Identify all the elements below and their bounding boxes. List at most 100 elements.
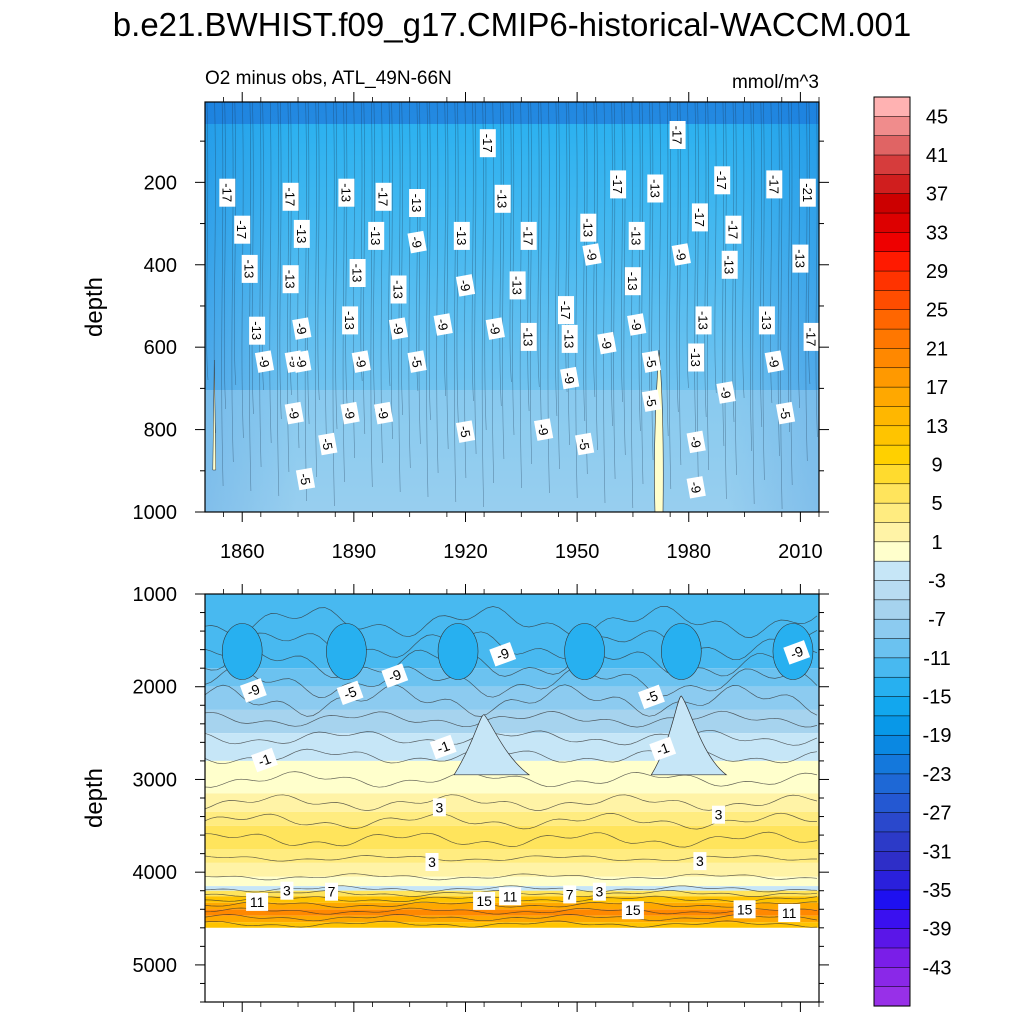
colorbar-swatch	[873, 734, 911, 756]
contour-label-box	[340, 401, 360, 425]
contour-label-text: -9	[375, 406, 392, 420]
contour-label: -1	[251, 747, 278, 773]
upper-contour-line	[583, 102, 586, 422]
contour-label-text: -1	[435, 737, 452, 756]
contour-label-box	[686, 430, 706, 454]
upper-contour-line	[787, 102, 790, 433]
colorbar-swatch	[873, 193, 911, 214]
colorbar-label: -23	[923, 764, 952, 786]
contour-label-text: -13	[629, 227, 644, 246]
contour-label-box	[725, 215, 742, 244]
upper-contour-line	[540, 102, 543, 441]
contour-label: -9	[340, 401, 360, 425]
colorbar-swatch	[873, 444, 911, 466]
contour-label-box	[624, 267, 641, 296]
upper-contour-line	[418, 102, 421, 445]
contour-label-text: -17	[804, 328, 819, 347]
colorbar-label: 33	[926, 222, 948, 244]
contour-label: -9	[407, 230, 427, 254]
contour-label-box	[479, 129, 496, 158]
contour-label: -13	[520, 322, 537, 351]
lower-contour-line	[205, 605, 818, 638]
contour-label-box	[733, 900, 756, 919]
contour-label-text: -9	[408, 235, 425, 249]
contour-label: 11	[246, 892, 269, 911]
y-tick-label: 600	[144, 337, 177, 359]
contour-label-box	[453, 221, 470, 250]
contour-label-text: -9	[687, 480, 704, 494]
figure-title: b.e21.BWHIST.f09_g17.CMIP6-historical-WA…	[113, 6, 911, 43]
contour-label: -9	[292, 350, 312, 373]
contour-label-text: -5	[297, 472, 314, 486]
contour-label: -13	[342, 306, 359, 335]
upper-contour-line	[613, 102, 616, 480]
upper-contour-line	[603, 102, 606, 504]
contour-label-text: -9	[293, 322, 310, 336]
contour-label-box	[499, 887, 522, 906]
colorbar-label: -39	[923, 919, 952, 941]
colorbar-swatch	[873, 676, 911, 698]
contour-label-text: -17	[521, 227, 536, 246]
contour-label-box	[407, 350, 427, 373]
colorbar-label: -3	[928, 571, 946, 593]
lower-contour-line	[205, 914, 818, 922]
upper-contour-line	[307, 102, 310, 425]
contour-label-box	[338, 178, 355, 207]
colorbar-swatch	[873, 928, 911, 949]
contour-label-box	[368, 221, 385, 250]
upper-contour-line	[436, 102, 439, 474]
contour-label: -17	[714, 166, 731, 195]
contour-label-box	[381, 663, 409, 688]
contour-label-text: -9	[765, 355, 782, 369]
contour-label: -9	[489, 642, 517, 667]
upper-contour-line	[610, 102, 613, 427]
contour-label-box	[778, 904, 801, 922]
upper-contour-line	[314, 102, 317, 478]
contour-label-text: -9	[486, 322, 503, 336]
colorbar-swatch	[873, 773, 911, 794]
contour-label-box	[714, 166, 731, 195]
contour-label-text: 3	[428, 854, 436, 870]
contour-label-text: -5	[342, 683, 359, 702]
contour-label: -5	[407, 350, 427, 373]
contour-label: 3	[592, 882, 606, 901]
contour-label: -9	[351, 350, 371, 373]
colorbar-swatch	[873, 541, 911, 562]
colorbar-label: 45	[926, 106, 948, 128]
upper-contour-line	[317, 102, 320, 401]
contour-label-box	[429, 734, 457, 760]
contour-label-text: 7	[328, 884, 336, 900]
contour-label: -13	[561, 324, 578, 353]
contour-label-text: -13	[625, 272, 640, 291]
contour-label-box	[485, 317, 505, 340]
upper-deep-region	[205, 390, 819, 512]
contour-label-box	[432, 798, 446, 817]
contour-label-box	[783, 640, 811, 665]
contour-label: -17	[520, 221, 537, 250]
contour-label: -9	[455, 274, 476, 297]
contour-label-text: -9	[390, 322, 407, 336]
colorbar-swatch	[873, 328, 911, 349]
contour-label-box	[241, 254, 258, 283]
x-tick-label: 1890	[332, 541, 377, 563]
contour-label: -9	[292, 317, 312, 340]
colorbar-swatch	[873, 715, 911, 736]
upper-contour-line	[623, 102, 626, 456]
contour-label: -9	[560, 366, 580, 390]
contour-label-box	[574, 432, 595, 456]
contour-label: -9	[582, 243, 602, 266]
contour-label-text: -1	[256, 750, 273, 769]
contour-label-text: -5	[319, 437, 336, 451]
lower-minimum-blob	[564, 623, 605, 680]
contour-label-box	[351, 350, 371, 373]
contour-label-text: 3	[436, 799, 444, 815]
contour-label-box	[292, 350, 312, 373]
contour-label-box	[638, 684, 665, 710]
contour-label-text: -9	[293, 355, 310, 369]
contour-label-text: -13	[759, 311, 774, 330]
colorbar-label: -31	[923, 841, 952, 863]
contour-label: -13	[509, 271, 526, 300]
upper-contour-line	[714, 102, 717, 394]
contour-label: -13	[792, 244, 809, 273]
upper-contour-line	[345, 102, 348, 406]
